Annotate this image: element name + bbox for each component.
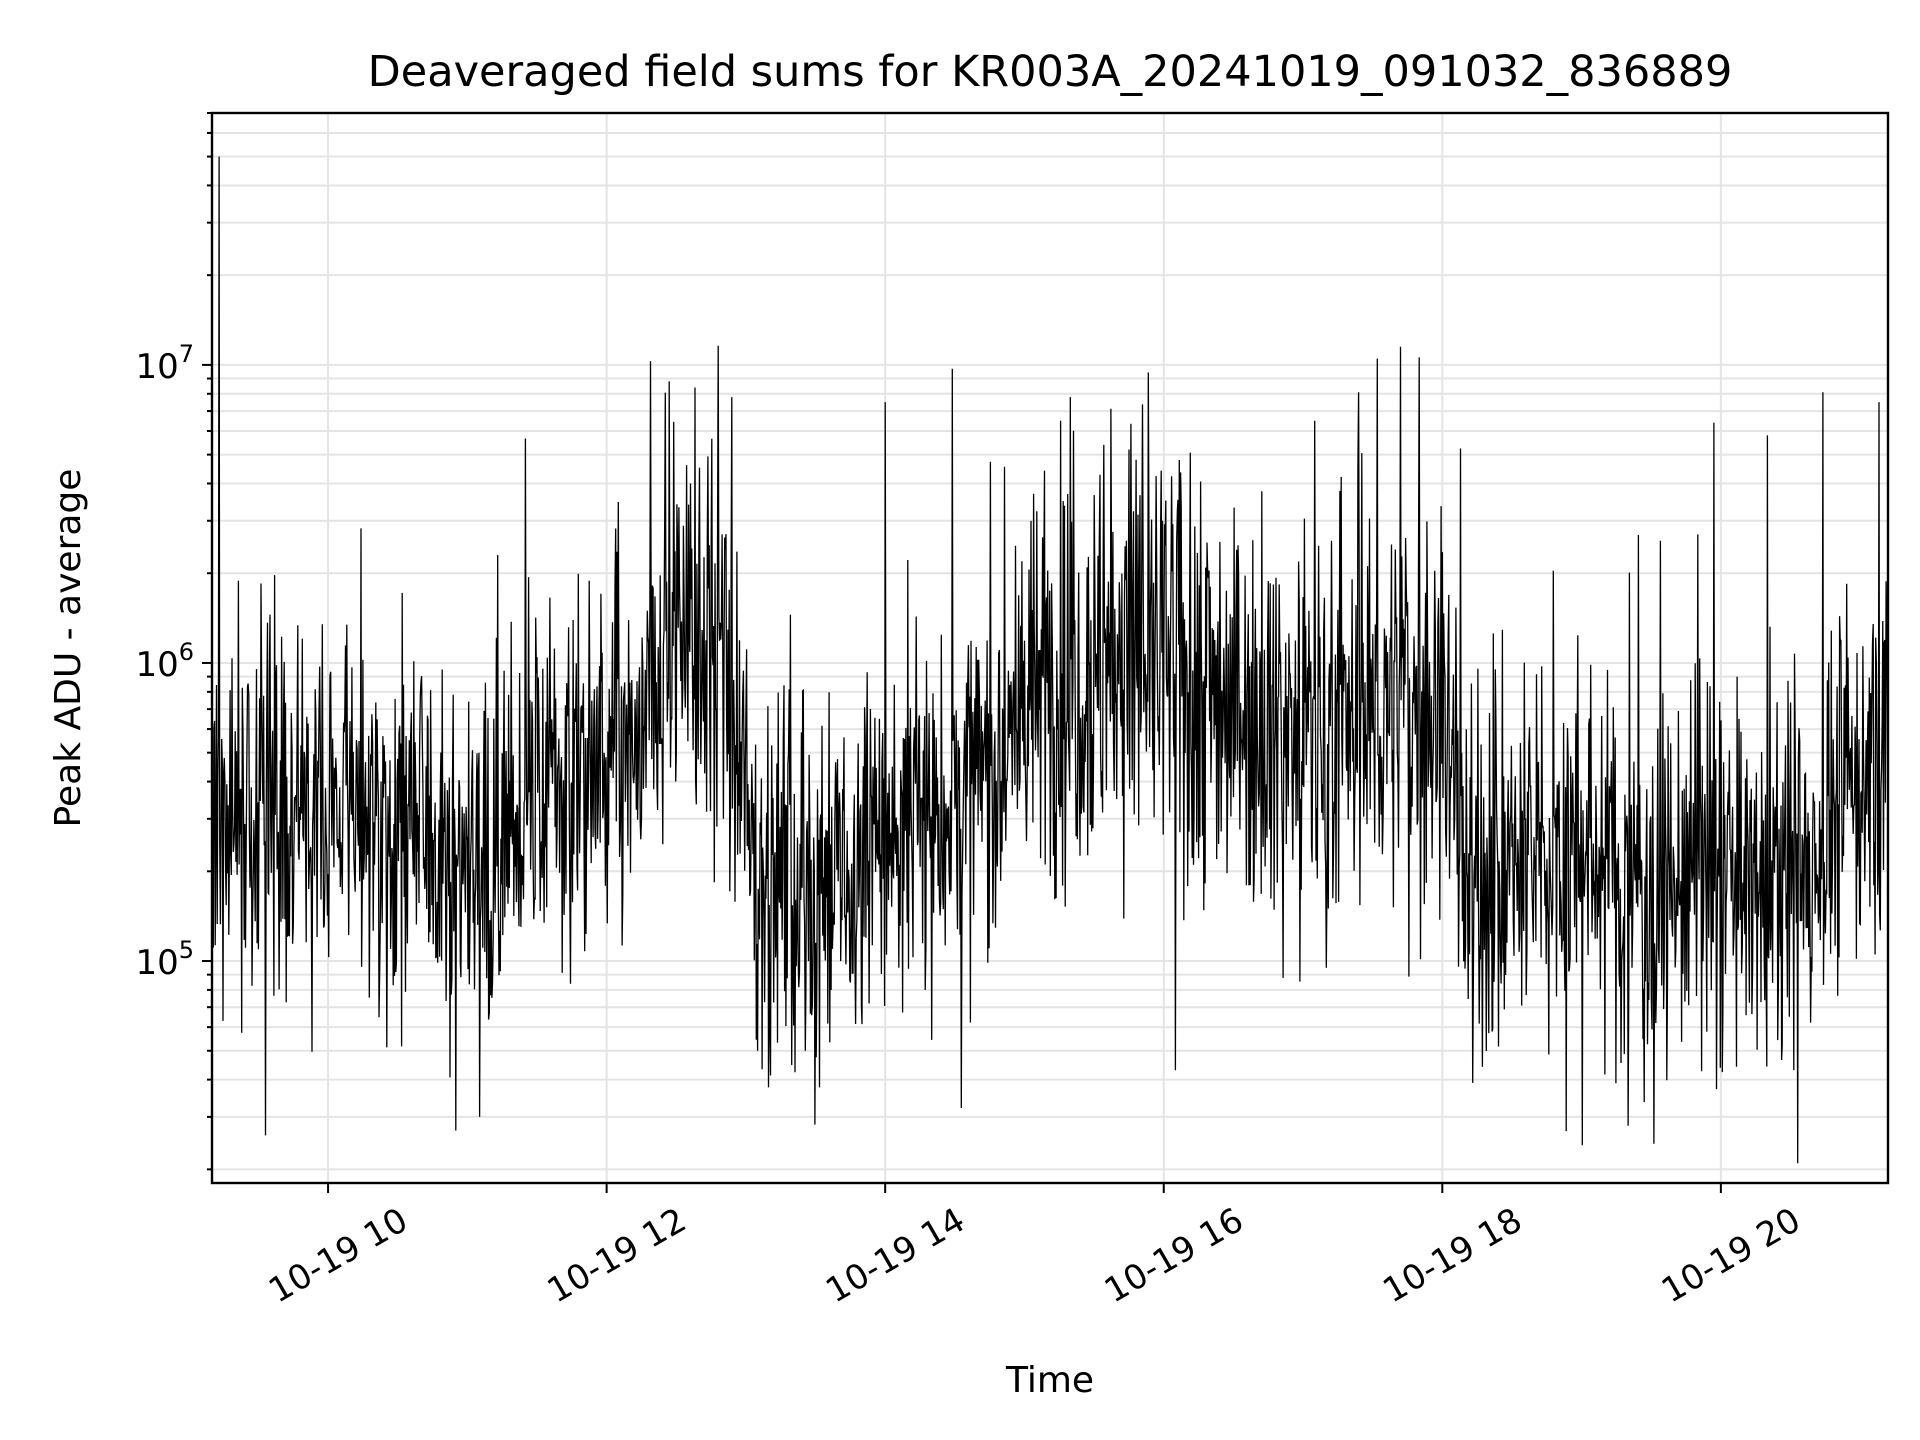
series-layer bbox=[212, 156, 1888, 1164]
y-tick-label: 106 bbox=[135, 638, 194, 685]
chart-title: Deaveraged field sums for KR003A_2024101… bbox=[368, 47, 1733, 97]
plot-frame bbox=[210, 111, 1890, 1185]
y-axis-label: Peak ADU - average bbox=[48, 469, 89, 828]
y-tick-label: 105 bbox=[135, 936, 194, 983]
x-axis-label: Time bbox=[1005, 1360, 1094, 1401]
y-tick-label: 107 bbox=[135, 340, 194, 387]
data-line bbox=[212, 156, 1888, 1164]
